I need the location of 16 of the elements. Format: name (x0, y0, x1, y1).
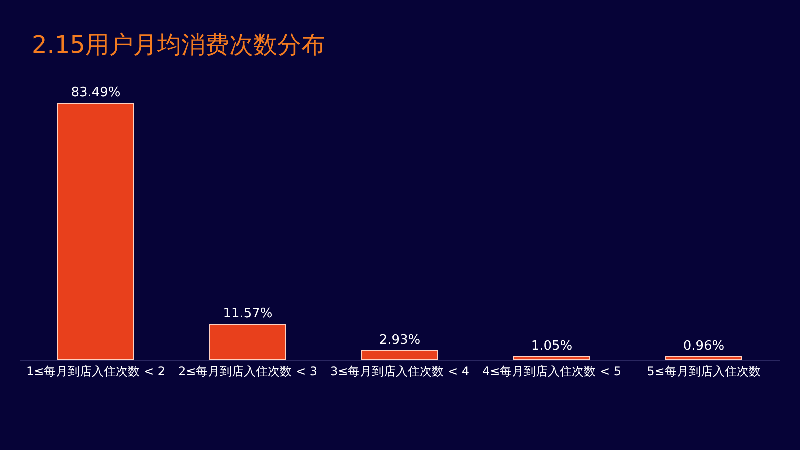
x-tick-label: 1≤每月到店入住次数 < 2 (26, 364, 166, 378)
data-label: 1.05% (531, 338, 573, 354)
chart-title: 2.15用户月均消费次数分布 (32, 30, 326, 59)
x-tick-label: 3≤每月到店入住次数 < 4 (330, 364, 470, 378)
data-label: 0.96% (683, 339, 725, 354)
x-tick-label: 2≤每月到店入住次数 < 3 (178, 364, 318, 378)
x-tick-label: 4≤每月到店入住次数 < 5 (482, 364, 622, 378)
bar (58, 103, 134, 360)
bar (210, 324, 286, 360)
bar (666, 356, 742, 360)
data-label: 83.49% (71, 86, 121, 100)
bar (514, 356, 590, 360)
bar (362, 350, 438, 360)
data-label: 11.57% (223, 306, 273, 322)
x-tick-label: 5≤每月到店入住次数 (647, 364, 761, 378)
data-label: 2.93% (379, 333, 421, 348)
